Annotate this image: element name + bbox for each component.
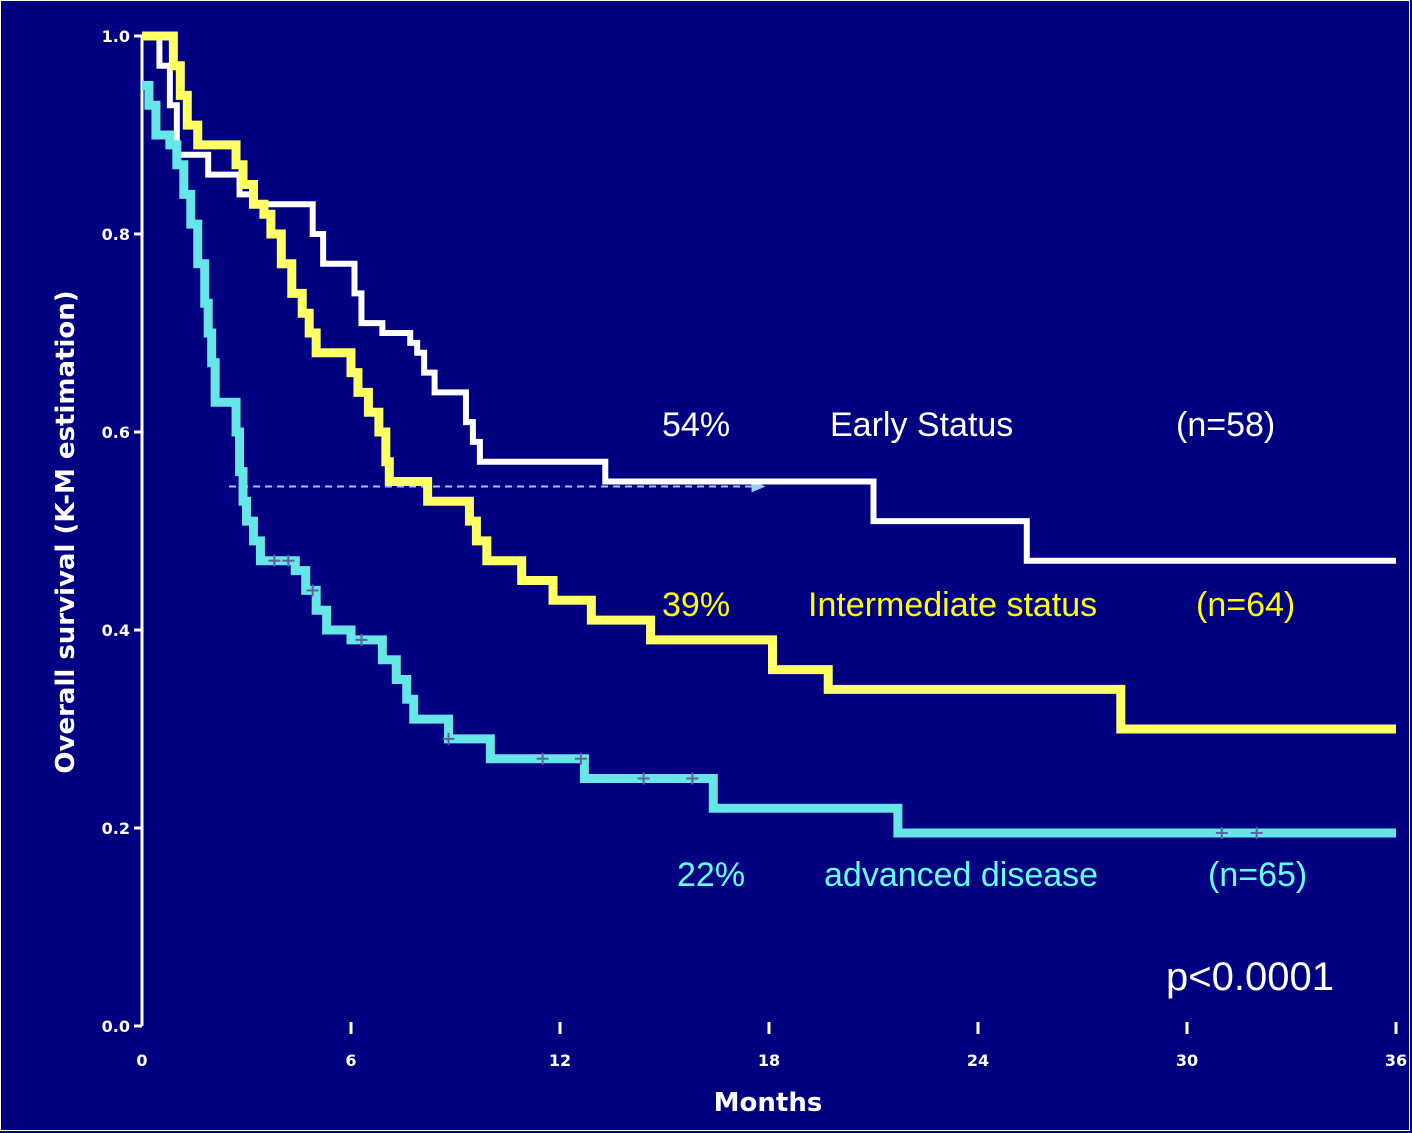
intermediate-status-percent: 39%	[662, 586, 730, 624]
y-tick-label: 0.0	[102, 1017, 130, 1036]
intermediate-status-label: Intermediate status	[808, 586, 1097, 624]
x-tick-label: 30	[1176, 1051, 1198, 1070]
x-tick-label: 12	[549, 1051, 571, 1070]
early-status-label: Early Status	[830, 406, 1013, 444]
y-tick-label: 1.0	[102, 27, 130, 46]
x-tick-label: 0	[136, 1051, 147, 1070]
x-axis-title: Months	[714, 1088, 823, 1118]
intermediate-status-n: (n=64)	[1196, 586, 1295, 624]
p-value: p<0.0001	[1166, 955, 1334, 999]
intermediate-status-curve	[142, 31, 1396, 734]
x-tick-label: 6	[345, 1051, 356, 1070]
early-status-n: (n=58)	[1176, 406, 1275, 444]
advanced-disease-label: advanced disease	[824, 856, 1098, 894]
y-tick-label: 0.8	[102, 225, 130, 244]
censor-marks	[268, 554, 1263, 839]
y-tick-label: 0.6	[102, 423, 130, 442]
x-tick-label: 36	[1385, 1051, 1407, 1070]
early-status-percent: 54%	[662, 406, 730, 444]
x-tick-label: 18	[758, 1051, 780, 1070]
early-status-curve	[142, 33, 1396, 564]
y-tick-label: 0.2	[102, 819, 130, 838]
axes: 0.0 0.2 0.4 0.6 0.8 1.0 0 6 12 18 24 30 36	[102, 27, 1407, 1070]
advanced-disease-n: (n=65)	[1208, 856, 1307, 894]
x-tick-label: 24	[967, 1051, 989, 1070]
advanced-disease-percent: 22%	[677, 856, 745, 894]
y-axis-title: Overall survival (K-M estimation)	[51, 290, 81, 773]
y-tick-label: 0.4	[102, 621, 130, 640]
advanced-disease-curve	[142, 81, 1396, 838]
